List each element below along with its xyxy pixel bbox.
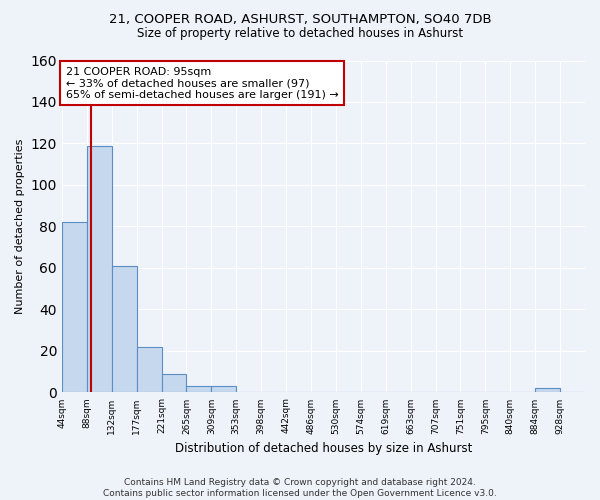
Bar [112, 266, 137, 392]
Bar [87, 146, 112, 392]
X-axis label: Distribution of detached houses by size in Ashurst: Distribution of detached houses by size … [175, 442, 472, 455]
Bar [161, 374, 187, 392]
Bar [62, 222, 87, 392]
Text: Contains HM Land Registry data © Crown copyright and database right 2024.
Contai: Contains HM Land Registry data © Crown c… [103, 478, 497, 498]
Bar [137, 347, 161, 393]
Text: 21, COOPER ROAD, ASHURST, SOUTHAMPTON, SO40 7DB: 21, COOPER ROAD, ASHURST, SOUTHAMPTON, S… [109, 12, 491, 26]
Bar [211, 386, 236, 392]
Bar [187, 386, 211, 392]
Y-axis label: Number of detached properties: Number of detached properties [15, 139, 25, 314]
Bar [535, 388, 560, 392]
Text: Size of property relative to detached houses in Ashurst: Size of property relative to detached ho… [137, 28, 463, 40]
Text: 21 COOPER ROAD: 95sqm
← 33% of detached houses are smaller (97)
65% of semi-deta: 21 COOPER ROAD: 95sqm ← 33% of detached … [65, 66, 338, 100]
